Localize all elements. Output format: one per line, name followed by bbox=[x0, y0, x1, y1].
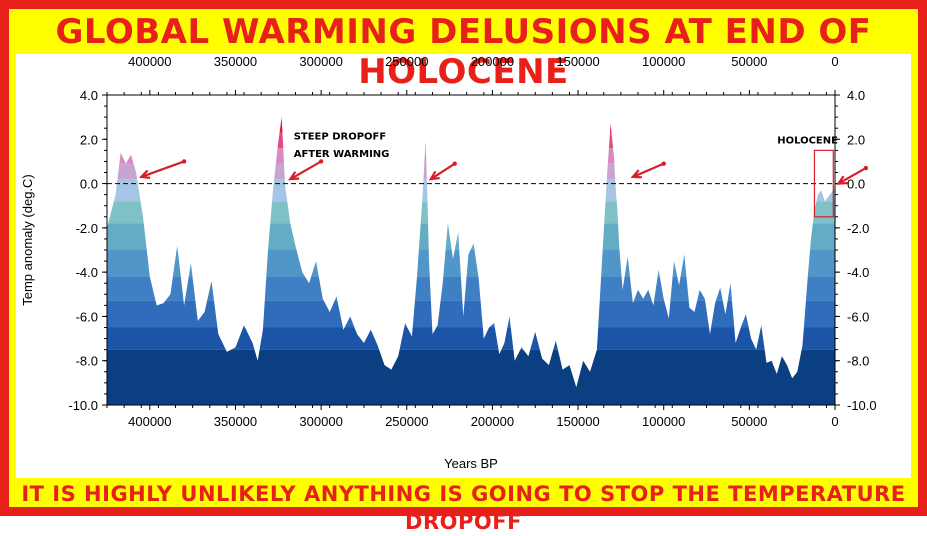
annotation-text: AFTER WARMING bbox=[294, 149, 390, 160]
area-band bbox=[107, 276, 835, 301]
y-tick-label-right: -10.0 bbox=[847, 398, 877, 413]
annotations: STEEP DROPOFF AFTER WARMING HOLOCENE bbox=[294, 131, 838, 160]
chart-svg: 400000 400000 350000 350000 300000 300000 2500… bbox=[20, 54, 877, 471]
arrow-head bbox=[836, 175, 848, 185]
y-tick-label-right: 4.0 bbox=[847, 88, 865, 103]
arrow-tail bbox=[863, 165, 869, 171]
arrow-head bbox=[630, 169, 642, 179]
page-title: GLOBAL WARMING DELUSIONS AT END OF HOLOC… bbox=[55, 12, 872, 92]
x-tick-label-top: 350000 bbox=[214, 54, 257, 69]
arrow-tail bbox=[181, 159, 187, 164]
holocene-highlight-box bbox=[813, 149, 834, 218]
y-tick-label-right: -4.0 bbox=[847, 265, 869, 280]
y-tick-label-right: -8.0 bbox=[847, 354, 869, 369]
x-tick-label-top: 50000 bbox=[731, 54, 767, 69]
y-tick-label-left: -6.0 bbox=[76, 309, 98, 324]
temperature-area bbox=[107, 117, 835, 405]
x-axis-label: Years BP bbox=[444, 456, 498, 471]
arrow-shaft bbox=[430, 162, 456, 181]
y-tick-label-right: 0.0 bbox=[847, 177, 865, 192]
x-tick-label-top: 100000 bbox=[642, 54, 685, 69]
area-band bbox=[107, 300, 835, 328]
y-tick-label-left: -10.0 bbox=[68, 398, 98, 413]
x-tick-label: 200000 bbox=[471, 414, 514, 429]
arrow-tail bbox=[661, 161, 666, 166]
annotation-text: HOLOCENE bbox=[777, 136, 838, 147]
arrow-shaft bbox=[140, 160, 185, 178]
x-tick-label: 100000 bbox=[642, 414, 685, 429]
area-band bbox=[107, 132, 835, 149]
x-tick-label-top: 0 bbox=[831, 54, 838, 69]
area-band bbox=[107, 201, 835, 224]
x-tick-label: 150000 bbox=[556, 414, 599, 429]
y-axis-label: Temp anomaly (deg.C) bbox=[20, 174, 35, 306]
y-tick-label-left: 2.0 bbox=[80, 132, 98, 147]
area-band bbox=[107, 250, 835, 277]
y-tick-label-right: -6.0 bbox=[847, 309, 869, 324]
x-tick-label: 50000 bbox=[731, 414, 767, 429]
area-band bbox=[107, 327, 835, 350]
x-tick-label-top: 400000 bbox=[128, 54, 171, 69]
y-tick-label-left: 4.0 bbox=[80, 88, 98, 103]
arrow-tail bbox=[318, 159, 324, 164]
x-tick-label: 0 bbox=[831, 414, 838, 429]
area-band bbox=[107, 179, 835, 202]
area-band bbox=[107, 163, 835, 180]
area-band bbox=[107, 148, 835, 164]
annotation-text: STEEP DROPOFF bbox=[294, 131, 387, 142]
y-tick-label-right: 2.0 bbox=[847, 132, 865, 147]
y-tick-label-left: -2.0 bbox=[76, 221, 98, 236]
area-band bbox=[107, 349, 835, 405]
chart-panel bbox=[16, 54, 911, 478]
arrow-shaft bbox=[289, 160, 322, 181]
x-tick-label-top: 150000 bbox=[556, 54, 599, 69]
arrow-shaft bbox=[837, 167, 867, 185]
area-band bbox=[107, 223, 835, 250]
x-tick-label-top: 300000 bbox=[299, 54, 342, 69]
arrows bbox=[138, 159, 869, 185]
x-tick-label-top: 200000 bbox=[471, 54, 514, 69]
y-tick-label-left: 0.0 bbox=[80, 177, 98, 192]
axes: 400000 400000 350000 350000 300000 300000 2500… bbox=[68, 54, 876, 429]
arrow-head bbox=[288, 171, 300, 181]
x-tick-label: 350000 bbox=[214, 414, 257, 429]
arrow-shaft bbox=[632, 162, 665, 178]
y-tick-label-left: -8.0 bbox=[76, 354, 98, 369]
y-tick-label-right: -2.0 bbox=[847, 221, 869, 236]
x-tick-label: 300000 bbox=[299, 414, 342, 429]
x-tick-label-top: 250000 bbox=[385, 54, 428, 69]
area-band bbox=[107, 117, 835, 133]
arrow-head bbox=[428, 170, 440, 181]
y-tick-label-left: -4.0 bbox=[76, 265, 98, 280]
arrow-head bbox=[138, 169, 151, 179]
arrow-tail bbox=[452, 161, 457, 166]
x-tick-label: 250000 bbox=[385, 414, 428, 429]
x-tick-label: 400000 bbox=[128, 414, 171, 429]
